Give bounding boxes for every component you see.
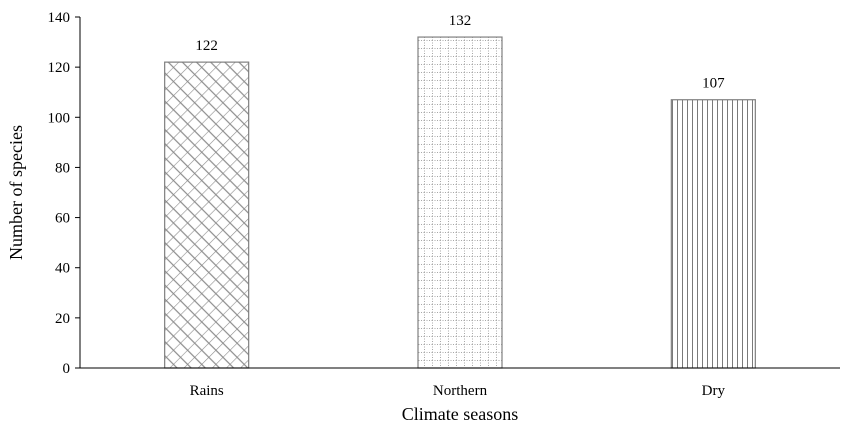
- y-axis-ticks: 0 20 40 60 80 100 120 140: [48, 10, 80, 377]
- data-label-northern: 132: [449, 13, 472, 29]
- data-labels: 122 132 107: [195, 13, 725, 92]
- x-tick-label: Northern: [433, 383, 488, 399]
- data-label-dry: 107: [702, 76, 725, 92]
- x-tick-label: Rains: [190, 383, 224, 399]
- x-tick-label: Dry: [702, 383, 726, 399]
- y-tick-label: 120: [48, 60, 71, 76]
- y-tick-label: 60: [55, 211, 70, 227]
- bars: [164, 36, 756, 369]
- y-tick-label: 0: [63, 361, 71, 377]
- data-label-rains: 122: [195, 38, 218, 54]
- y-tick-label: 100: [48, 110, 71, 126]
- y-tick-label: 40: [55, 261, 70, 277]
- bar-dry: [670, 99, 756, 369]
- y-tick-label: 80: [55, 160, 70, 176]
- x-axis-ticks: Rains Northern Dry: [190, 383, 726, 399]
- y-tick-label: 20: [55, 311, 70, 327]
- bar-rains: [164, 61, 250, 369]
- y-axis-title: Number of species: [6, 125, 26, 260]
- y-tick-label: 140: [48, 10, 71, 26]
- x-axis-title: Climate seasons: [402, 404, 518, 424]
- bar-northern: [417, 36, 503, 369]
